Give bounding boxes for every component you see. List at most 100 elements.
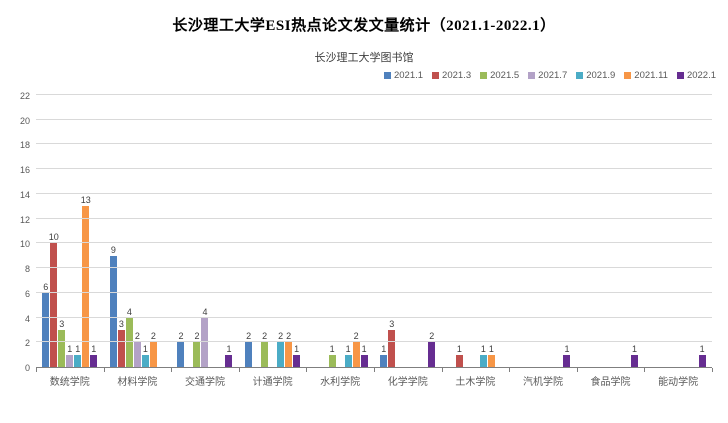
bar-2021.1-材料学院: 9: [109, 245, 117, 367]
legend-swatch-icon: [528, 72, 536, 79]
gridline: [36, 217, 712, 219]
legend-item-2021.7: 2021.7: [528, 70, 567, 81]
bar-slot: 2: [428, 332, 436, 367]
legend-item-2021.5: 2021.5: [480, 70, 519, 81]
bar-value-label: 2: [429, 331, 435, 342]
bar-value-label: 2: [150, 331, 156, 342]
bar-value-label: 4: [126, 306, 132, 317]
legend-swatch-icon: [432, 72, 440, 79]
x-axis-tick: [171, 368, 173, 372]
bar-value-label: 2: [134, 331, 140, 342]
gridline: [36, 242, 712, 244]
bar-value-label: 1: [91, 343, 97, 354]
bar-slot: 10: [49, 233, 59, 367]
bar-2021.5-水利学院: 1: [328, 344, 336, 367]
legend-item-2022.1: 2022.1: [676, 70, 716, 81]
bar-slot: 13: [81, 196, 91, 367]
x-axis-tick: [103, 368, 105, 372]
plot-area: 6 10 3 1 1 13 1 9 3 4 2 1 2 2 2 4 1 2 2 2 2 1 1 1 2 1 1 3 2 1 1 1 1 1 1: [36, 94, 712, 368]
bar-value-label: 2: [178, 331, 184, 342]
y-tick-label: 0: [24, 363, 30, 373]
bar-2021.9-土木学院: 1: [479, 344, 487, 367]
bar-value-label: 1: [699, 343, 705, 354]
bar-slot: 2: [245, 332, 253, 367]
bar-slot: 2: [261, 332, 269, 367]
bar-slot: 1: [225, 344, 233, 367]
bar-2021.1-交通学院: 2: [177, 332, 185, 367]
bar-2021.5-计通学院: 2: [261, 332, 269, 367]
x-axis-label-计通学院: 计通学院: [252, 377, 293, 388]
gridline: [36, 168, 712, 170]
y-tick-label: 6: [24, 288, 30, 299]
y-tick-label: 10: [19, 239, 30, 250]
bar-value-label: 2: [286, 331, 292, 342]
bar-group-化学学院: 1 3 2: [374, 96, 442, 367]
bar-groups: 6 10 3 1 1 13 1 9 3 4 2 1 2 2 2 4 1 2 2 2 2 1 1 1 2 1 1 3 2 1 1 1 1 1 1: [36, 96, 712, 367]
bar-2022.1-计通学院: 1: [293, 344, 301, 367]
bar-2021.11-计通学院: 2: [285, 332, 293, 367]
legend-label: 2021.5: [490, 70, 520, 81]
bar-slot: 3: [58, 319, 66, 367]
bar-value-label: 1: [480, 343, 486, 354]
x-axis-tick: [238, 368, 240, 372]
bar-group-食品学院: 1: [577, 96, 645, 367]
legend-item-2021.9: 2021.9: [576, 70, 615, 81]
bar-2022.1-水利学院: 1: [360, 344, 368, 367]
bar-2021.11-土木学院: 1: [487, 344, 495, 367]
bar-2021.11-材料学院: 2: [149, 332, 157, 367]
bar-slot: 2: [133, 332, 141, 367]
x-axis-tick: [644, 368, 646, 372]
bar-value-label: 1: [329, 343, 335, 354]
bar-group-汽机学院: 1: [509, 96, 577, 367]
legend-label: 2021.3: [442, 70, 472, 81]
bar-value-label: 2: [278, 331, 284, 342]
x-axis-label-数统学院: 数统学院: [49, 377, 90, 388]
x-axis-labels: 数统学院 材料学院 交通学院 计通学院 水利学院 化学学院 土木学院 汽机学院 食品学院 能动学院: [36, 373, 712, 388]
bar-slot: 1: [328, 344, 336, 367]
y-tick-label: 20: [19, 115, 30, 126]
bar-2021.3-化学学院: 3: [388, 319, 396, 367]
gridline: [36, 267, 712, 269]
bar-value-label: 9: [110, 244, 116, 255]
bar-slot: 2: [285, 332, 293, 367]
bar-2021.1-数统学院: 6: [42, 282, 50, 367]
bar-slot: 1: [293, 344, 301, 367]
bar-value-label: 3: [59, 318, 65, 329]
bar-value-label: 13: [80, 195, 91, 206]
bar-group-数统学院: 6 10 3 1 1 13 1: [36, 96, 104, 367]
bar-value-label: 1: [456, 343, 462, 354]
y-tick-label: 12: [19, 214, 30, 225]
legend-swatch-icon: [676, 72, 684, 79]
bar-slot: 1: [455, 344, 463, 367]
bar-value-label: 3: [118, 318, 124, 329]
bar-group-能动学院: 1: [644, 96, 712, 367]
x-axis-label-材料学院: 材料学院: [117, 377, 158, 388]
x-axis-label-化学学院: 化学学院: [387, 377, 428, 388]
x-axis-tick: [509, 368, 511, 372]
bar-slot: 2: [177, 332, 185, 367]
legend-label: 2021.1: [393, 70, 424, 81]
bar-slot: 1: [90, 344, 98, 367]
bar-2021.7-数统学院: 1: [66, 344, 74, 367]
bar-2021.11-水利学院: 2: [352, 332, 360, 367]
legend-swatch-icon: [624, 72, 632, 79]
bar-value-label: 1: [381, 343, 387, 354]
bar-slot: 3: [388, 319, 396, 367]
bar-value-label: 3: [389, 318, 395, 329]
gridline: [36, 143, 712, 145]
bar-2022.1-食品学院: 1: [631, 344, 639, 367]
bar-value-label: 1: [361, 343, 367, 354]
bar-2021.1-化学学院: 1: [380, 344, 388, 367]
legend-swatch-icon: [383, 72, 391, 79]
gridline: [36, 118, 712, 120]
bar-slot: 3: [117, 319, 125, 367]
bar-2021.7-材料学院: 2: [133, 332, 141, 367]
y-tick-label: 16: [19, 165, 30, 176]
y-tick-label: 18: [19, 140, 30, 151]
x-axis-label-水利学院: 水利学院: [320, 377, 361, 388]
bar-value-label: 1: [75, 343, 81, 354]
